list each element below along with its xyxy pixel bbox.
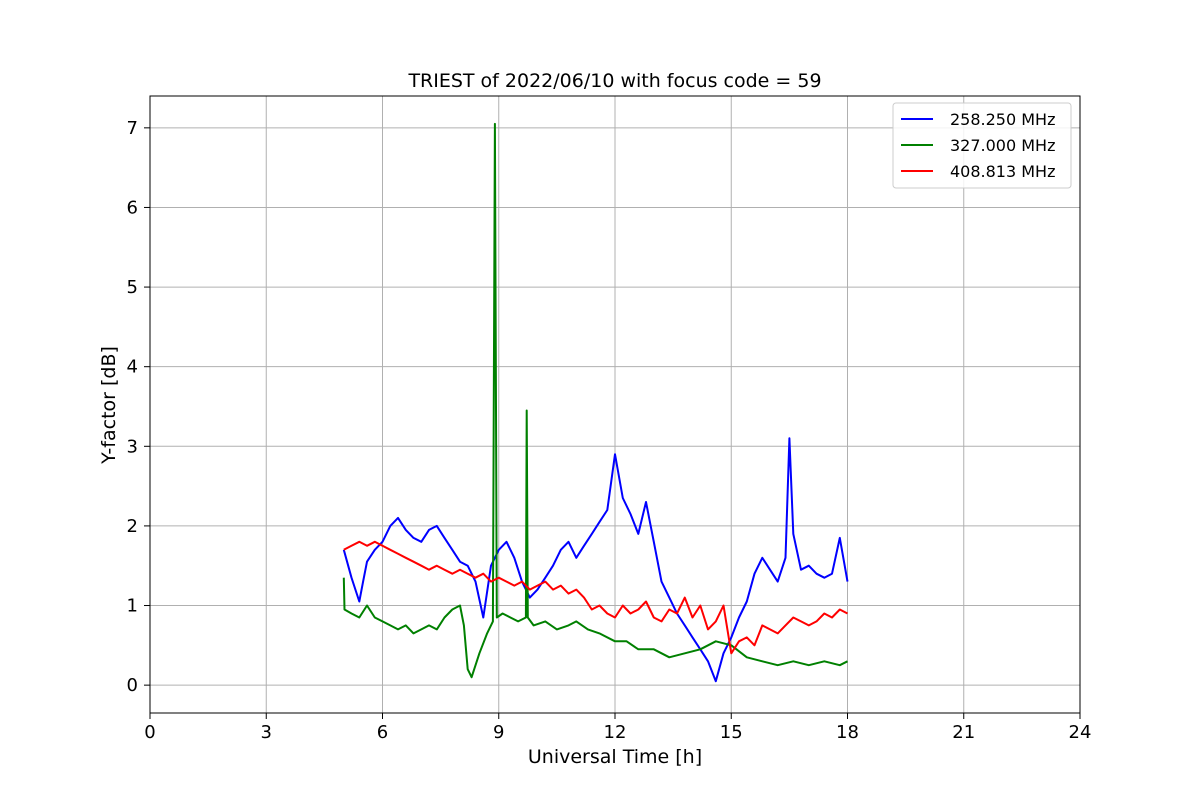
x-tick-label: 9 bbox=[493, 722, 504, 743]
x-tick-label: 18 bbox=[836, 722, 859, 743]
y-tick-label: 3 bbox=[127, 436, 138, 457]
y-tick-label: 5 bbox=[127, 277, 138, 298]
series-line-2 bbox=[342, 122, 848, 679]
y-tick-label: 2 bbox=[127, 516, 138, 537]
x-tick-label: 6 bbox=[377, 722, 388, 743]
series-layer bbox=[342, 122, 849, 683]
y-tick-label: 7 bbox=[127, 118, 138, 139]
y-tick-label: 6 bbox=[127, 197, 138, 218]
x-axis-label: Universal Time [h] bbox=[528, 746, 702, 768]
x-tick-label: 0 bbox=[144, 722, 155, 743]
y-tick-label: 1 bbox=[127, 596, 138, 617]
series-line-1 bbox=[342, 437, 849, 683]
x-tick-label: 12 bbox=[604, 722, 627, 743]
x-tick-label: 3 bbox=[261, 722, 272, 743]
series-line-3 bbox=[343, 540, 848, 655]
y-tick-label: 0 bbox=[127, 675, 138, 696]
chart-title: TRIEST of 2022/06/10 with focus code = 5… bbox=[407, 70, 821, 92]
x-tick-label: 24 bbox=[1069, 722, 1092, 743]
y-axis-label: Y-factor [dB] bbox=[98, 346, 120, 465]
legend: 258.250 MHz 327.000 MHz 408.813 MHz bbox=[892, 102, 1072, 189]
x-tick-label: 21 bbox=[952, 722, 975, 743]
legend-label-3: 408.813 MHz bbox=[950, 162, 1055, 181]
x-tick-label: 15 bbox=[720, 722, 743, 743]
legend-box bbox=[892, 102, 1072, 189]
legend-label-1: 258.250 MHz bbox=[950, 110, 1055, 129]
y-tick-label: 4 bbox=[127, 357, 138, 378]
legend-label-2: 327.000 MHz bbox=[950, 136, 1055, 155]
